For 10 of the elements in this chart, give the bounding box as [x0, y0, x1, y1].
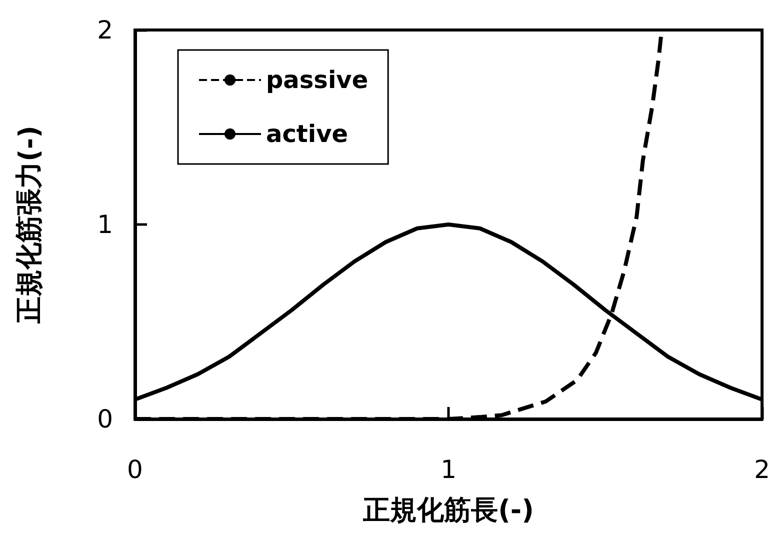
x-axis-title: 正規化筋長(-) [362, 495, 534, 526]
y-axis-title: 正規化筋張力(-) [14, 126, 45, 324]
x-tick-label: 2 [754, 455, 770, 484]
y-tick-label: 1 [97, 210, 113, 239]
y-tick-label: 0 [97, 404, 113, 434]
x-tick-label: 0 [127, 455, 143, 484]
legend-label: active [266, 120, 348, 148]
legend-label: passive [266, 66, 368, 94]
y-tick-label: 2 [97, 16, 113, 44]
x-tick-label: 1 [440, 455, 456, 484]
